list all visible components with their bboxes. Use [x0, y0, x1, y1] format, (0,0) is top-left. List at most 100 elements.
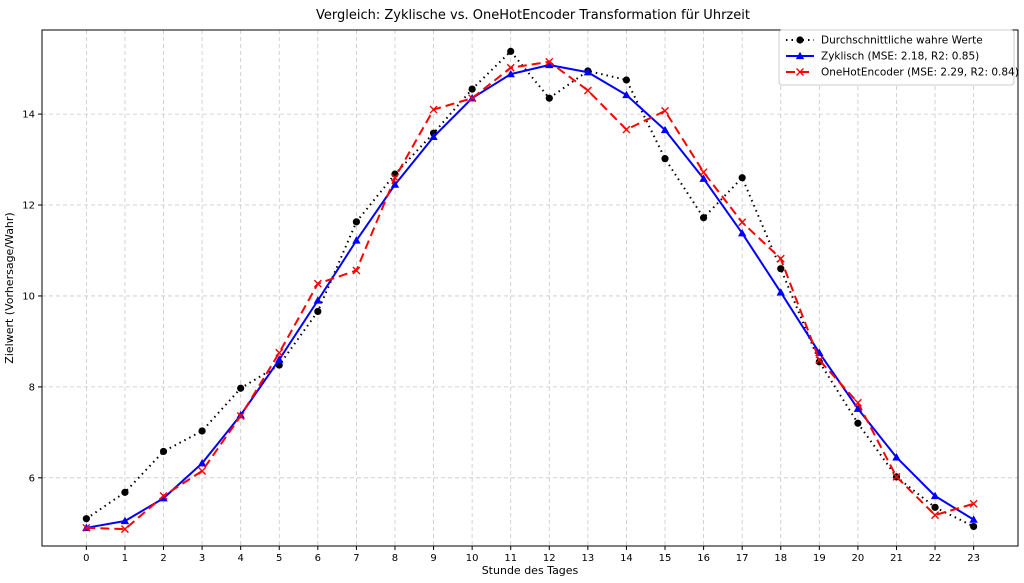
- data-point: [853, 398, 862, 407]
- data-point: [969, 515, 978, 523]
- legend-label: OneHotEncoder (MSE: 2.29, R2: 0.84): [821, 67, 1019, 79]
- x-tick-label: 12: [543, 553, 556, 564]
- data-point: [815, 358, 823, 366]
- x-tick-label: 1: [122, 553, 128, 564]
- plot-frame: [41, 29, 1019, 547]
- x-axis: 0 1 2 3 4 5 6 7 8 9 10 11 12 13 14 15 16 17 18 19 20 21 22 23: [83, 546, 980, 564]
- data-point: [661, 155, 669, 163]
- data-point: [506, 69, 515, 78]
- data-point: [468, 85, 476, 93]
- data-point: [969, 499, 978, 508]
- data-point: [583, 68, 593, 76]
- series-line: [85, 50, 975, 528]
- x-tick-label: 10: [466, 553, 479, 564]
- data-point: [815, 356, 824, 365]
- data-point: [545, 57, 554, 66]
- data-point: [738, 174, 746, 182]
- data-point: [931, 503, 939, 511]
- legend-marker: [795, 51, 805, 60]
- data-point: [892, 453, 901, 461]
- data-point: [429, 105, 438, 114]
- data-point: [197, 459, 207, 467]
- data-point: [159, 491, 168, 500]
- data-point: [853, 404, 863, 412]
- x-tick-label: 23: [967, 553, 980, 564]
- legend-marker: [796, 36, 804, 44]
- x-tick-label: 0: [83, 553, 89, 564]
- data-point: [275, 348, 284, 357]
- x-tick-label: 3: [199, 553, 205, 564]
- legend-label: Zyklisch (MSE: 2.18, R2: 0.85): [821, 51, 979, 63]
- data-point: [159, 494, 168, 502]
- data-point: [352, 218, 361, 226]
- y-tick-label: 14: [22, 110, 35, 121]
- data-point: [737, 229, 747, 237]
- x-tick-label: 2: [160, 553, 166, 564]
- y-tick-label: 10: [22, 291, 35, 302]
- data-point: [198, 466, 207, 475]
- data-point: [545, 60, 554, 69]
- x-tick-label: 22: [929, 553, 942, 564]
- data-point: [236, 411, 245, 420]
- legend-item: Durchschnittliche wahre Werte: [786, 35, 983, 47]
- data-point: [506, 63, 515, 72]
- data-point: [159, 447, 168, 456]
- data-point: [314, 307, 322, 316]
- data-point: [352, 266, 361, 275]
- y-tick-label: 6: [29, 473, 35, 484]
- series-layer: [82, 47, 978, 534]
- legend-box: [778, 29, 1015, 86]
- data-point: [507, 47, 515, 55]
- data-point: [699, 214, 708, 222]
- data-point: [738, 218, 747, 227]
- data-point: [390, 180, 400, 188]
- y-axis-label: Zielwert (Vorhersage/Wahr): [3, 212, 16, 363]
- x-tick-label: 21: [890, 553, 903, 564]
- data-point: [120, 525, 129, 534]
- x-tick-label: 14: [620, 553, 633, 564]
- legend-item: Zyklisch (MSE: 2.18, R2: 0.85): [786, 51, 979, 63]
- data-point: [120, 516, 130, 525]
- data-point: [776, 254, 785, 263]
- x-tick-label: 19: [813, 553, 826, 564]
- data-point: [121, 488, 129, 496]
- series-line: [86, 60, 974, 531]
- x-axis-label: Stunde des Tages: [482, 564, 579, 577]
- data-point: [390, 173, 399, 182]
- x-tick-label: 13: [581, 553, 594, 564]
- data-point: [622, 90, 631, 99]
- data-point: [545, 94, 553, 102]
- y-tick-label: 12: [22, 201, 35, 212]
- data-point: [931, 511, 940, 520]
- data-point: [776, 288, 785, 296]
- series-line: [86, 64, 975, 529]
- x-tick-label: 5: [276, 553, 282, 564]
- x-tick-label: 16: [697, 553, 710, 564]
- x-tick-label: 11: [504, 553, 517, 564]
- data-point: [892, 472, 901, 481]
- data-point: [82, 515, 90, 523]
- data-point: [429, 132, 438, 140]
- data-point: [352, 236, 361, 244]
- data-point: [854, 419, 862, 427]
- chart-title: Vergleich: Zyklische vs. OneHotEncoder T…: [316, 8, 750, 23]
- x-tick-label: 6: [315, 553, 321, 564]
- data-point: [468, 94, 477, 103]
- y-tick-label: 8: [29, 382, 35, 393]
- data-point: [313, 279, 322, 288]
- grid: [42, 30, 1018, 546]
- data-point: [699, 174, 708, 182]
- data-point: [777, 265, 785, 273]
- data-point: [583, 86, 592, 95]
- data-point: [660, 125, 670, 134]
- data-point: [275, 355, 284, 363]
- data-point: [661, 106, 670, 115]
- data-point: [82, 523, 91, 532]
- legend: Durchschnittliche wahre Werte Zyklisch (M…: [778, 29, 1019, 86]
- x-tick-label: 7: [353, 553, 359, 564]
- x-tick-label: 9: [430, 553, 436, 564]
- x-tick-label: 18: [774, 553, 787, 564]
- data-point: [313, 296, 323, 304]
- series-0: [82, 47, 978, 531]
